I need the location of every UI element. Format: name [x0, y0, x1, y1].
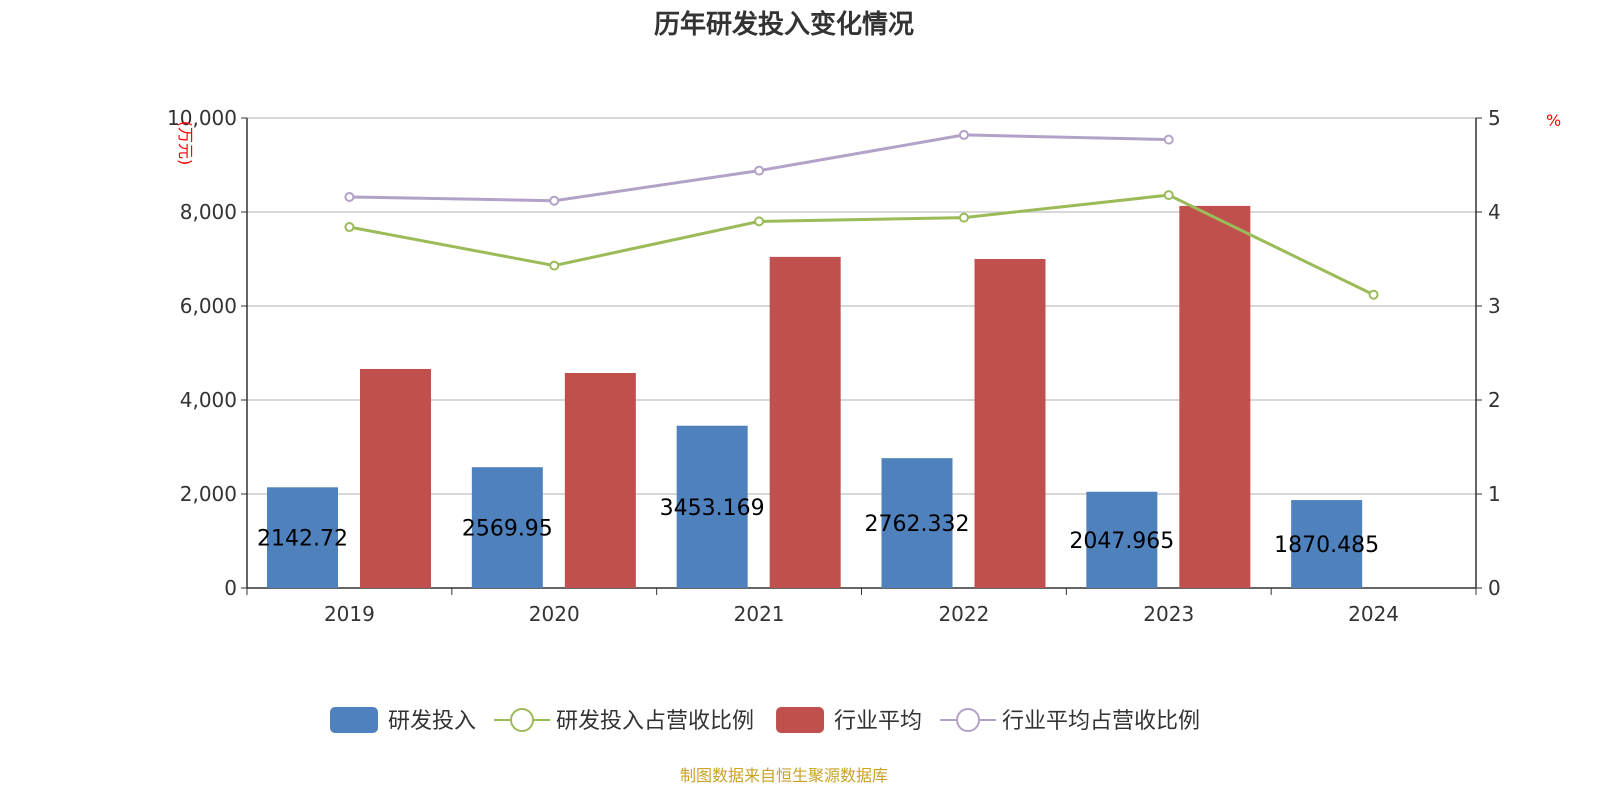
y-right-tick-label: 5	[1488, 106, 1501, 130]
legend-label: 研发投入占营收比例	[556, 709, 754, 734]
y-right-axis-label: %	[1546, 111, 1561, 130]
x-tick-label: 2022	[938, 602, 989, 626]
line-point	[754, 216, 765, 227]
line-point	[1368, 289, 1379, 300]
line-point	[1163, 134, 1174, 145]
bar-rd	[881, 458, 953, 588]
bar-industry	[769, 256, 841, 588]
line-point	[1163, 190, 1174, 201]
x-tick-label: 2024	[1348, 602, 1399, 626]
y-left-tick-label: 4,000	[180, 388, 237, 412]
bar-rd	[1086, 491, 1158, 588]
y-left-tick-label: 8,000	[180, 200, 237, 224]
line-point	[549, 260, 560, 271]
y-right-tick-label: 0	[1488, 576, 1501, 600]
legend-label: 研发投入	[388, 709, 476, 734]
y-left-tick-label: 2,000	[180, 482, 237, 506]
bar-industry	[360, 368, 431, 588]
data-label: 3453.169	[660, 496, 765, 521]
y-right-tick-label: 3	[1488, 294, 1501, 318]
bar-rd	[267, 487, 338, 588]
line-point	[958, 129, 969, 140]
legend-marker	[956, 708, 981, 732]
y-right-tick-label: 1	[1488, 482, 1501, 506]
x-tick-label: 2019	[324, 602, 375, 626]
line-series	[349, 193, 1375, 297]
bar-rd	[676, 425, 748, 588]
bar-industry	[564, 372, 636, 588]
y-left-tick-label: 10,000	[167, 106, 237, 130]
line-point	[754, 165, 765, 176]
bar-rd	[1291, 500, 1363, 588]
y-left-tick-label: 0	[224, 576, 237, 600]
x-tick-label: 2020	[529, 602, 580, 626]
legend-label: 行业平均占营收比例	[1002, 709, 1200, 734]
data-label: 2142.72	[257, 527, 348, 552]
chart-title: 历年研发投入变化情况	[653, 10, 914, 40]
bar-industry	[974, 259, 1046, 588]
legend-marker	[510, 708, 535, 732]
data-label: 2569.95	[462, 517, 553, 542]
line-point	[344, 191, 355, 202]
data-label: 1870.485	[1274, 533, 1379, 558]
line-point	[549, 195, 560, 206]
line-point	[958, 212, 969, 223]
source-note: 制图数据来自恒生聚源数据库	[679, 766, 888, 785]
y-left-axis-label: (万元)	[176, 121, 195, 166]
legend-label: 行业平均	[834, 709, 922, 734]
bar-industry	[1179, 205, 1251, 588]
y-right-tick-label: 2	[1488, 388, 1501, 412]
x-tick-label: 2021	[734, 602, 785, 626]
x-tick-label: 2023	[1143, 602, 1194, 626]
legend-swatch	[776, 707, 825, 733]
bar-rd	[471, 467, 543, 588]
legend-swatch	[330, 707, 378, 733]
line-point	[344, 222, 355, 233]
data-label: 2762.332	[865, 512, 970, 537]
data-label: 2047.965	[1069, 529, 1174, 554]
y-right-tick-label: 4	[1488, 200, 1501, 224]
y-left-tick-label: 6,000	[180, 294, 237, 318]
